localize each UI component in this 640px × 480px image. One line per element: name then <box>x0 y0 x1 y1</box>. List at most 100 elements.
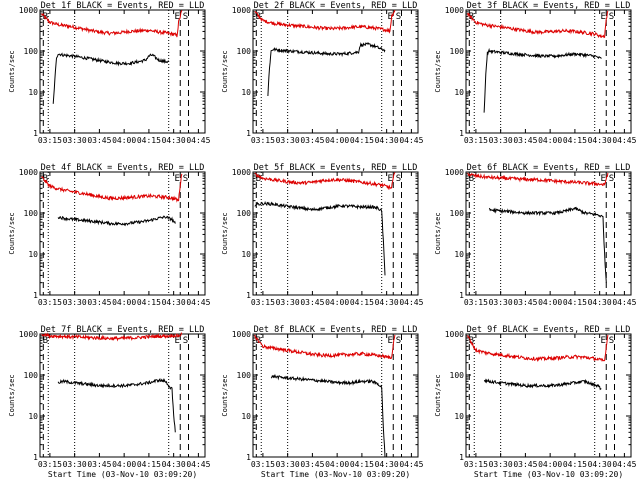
x-tick-label: 03:45 <box>87 136 111 145</box>
y-tick-label: 1 <box>459 291 464 300</box>
y-axis-label: Counts/sec <box>8 374 16 416</box>
y-tick-label: 10 <box>28 412 38 421</box>
y-tick-label: 1000 <box>445 168 464 177</box>
y-axis-label: Counts/sec <box>434 212 442 254</box>
x-tick-label: 03:30 <box>276 460 300 469</box>
lld-series-line <box>467 10 609 39</box>
y-tick-label: 10 <box>454 88 464 97</box>
y-tick-label: 1 <box>459 129 464 138</box>
start-marker-label: B <box>469 174 474 184</box>
x-tick-label: 04:15 <box>350 298 374 307</box>
panel-title: Det 3f BLACK = Events, RED = LLD <box>467 1 631 11</box>
x-tick-label: 04:45 <box>399 460 423 469</box>
x-tick-label: 04:30 <box>375 460 399 469</box>
x-tick-label: 03:45 <box>87 298 111 307</box>
x-tick-label: 04:30 <box>162 298 186 307</box>
x-tick-label: 04:00 <box>325 460 349 469</box>
plot-frame <box>465 171 632 296</box>
y-axis-label: Counts/sec <box>8 50 16 92</box>
y-tick-label: 1 <box>246 291 251 300</box>
panel-title: Det 2f BLACK = Events, RED = LLD <box>254 1 418 11</box>
x-tick-label: 04:30 <box>162 460 186 469</box>
panel-7: Det 7f BLACK = Events, RED = LLD 1 10 100 10… <box>8 325 211 479</box>
y-tick-label: 1000 <box>232 168 251 177</box>
x-tick-label: 03:45 <box>513 460 537 469</box>
x-tick-label: 04:00 <box>325 136 349 145</box>
panel-title: Det 6f BLACK = Events, RED = LLD <box>467 163 631 173</box>
x-tick-label: 04:30 <box>588 136 612 145</box>
panel-2: Det 2f BLACK = Events, RED = LLD 1 10 100 10… <box>221 1 424 145</box>
x-tick-label: 04:45 <box>612 136 636 145</box>
events-series-line <box>57 215 176 227</box>
x-tick-label: 04:15 <box>137 298 161 307</box>
y-tick-label: 1000 <box>445 6 464 15</box>
x-tick-label: 03:45 <box>300 298 324 307</box>
x-tick-label: 04:45 <box>612 298 636 307</box>
end-marker-label: E <box>601 174 606 184</box>
x-tick-label: 04:00 <box>538 460 562 469</box>
x-tick-label: 04:45 <box>399 136 423 145</box>
end-marker-label: S <box>183 336 188 346</box>
lld-series-line <box>254 334 396 360</box>
lld-series-line <box>467 172 609 187</box>
y-tick-label: 10 <box>454 250 464 259</box>
end-marker-label: E <box>175 12 180 22</box>
x-tick-label: 04:15 <box>563 136 587 145</box>
y-tick-label: 1000 <box>445 330 464 339</box>
end-marker-label: S <box>396 12 401 22</box>
x-tick-label: 03:30 <box>276 298 300 307</box>
events-series-line <box>267 42 386 97</box>
x-tick-label: 03:30 <box>63 460 87 469</box>
start-marker-label: B <box>43 336 48 346</box>
x-tick-label: 04:00 <box>112 298 136 307</box>
x-tick-label: 04:15 <box>563 298 587 307</box>
x-tick-label: 03:15 <box>38 460 62 469</box>
x-tick-label: 04:15 <box>137 460 161 469</box>
y-tick-label: 100 <box>450 47 465 56</box>
y-tick-label: 100 <box>24 209 39 218</box>
x-tick-label: 04:15 <box>350 136 374 145</box>
x-tick-label: 04:30 <box>375 136 399 145</box>
y-tick-label: 1000 <box>19 168 38 177</box>
x-tick-label: 04:00 <box>112 136 136 145</box>
plot-frame <box>252 333 419 458</box>
y-tick-label: 100 <box>24 371 39 380</box>
y-tick-label: 1 <box>459 453 464 462</box>
y-tick-label: 10 <box>454 412 464 421</box>
x-tick-label: 04:15 <box>350 460 374 469</box>
panel-title: Det 7f BLACK = Events, RED = LLD <box>41 325 205 335</box>
x-axis-label: Start Time (03-Nov-10 03:09:20) <box>474 470 623 479</box>
panel-4: Det 4f BLACK = Events, RED = LLD 1 10 100 10… <box>8 163 211 307</box>
end-marker-label: E <box>175 174 180 184</box>
x-tick-label: 03:15 <box>38 136 62 145</box>
plot-frame <box>39 333 206 458</box>
y-tick-label: 1 <box>33 291 38 300</box>
events-series-line <box>254 200 386 276</box>
y-tick-label: 100 <box>450 371 465 380</box>
panel-title: Det 4f BLACK = Events, RED = LLD <box>41 163 205 173</box>
y-tick-label: 1 <box>246 453 251 462</box>
y-tick-label: 100 <box>237 371 252 380</box>
x-tick-label: 04:30 <box>162 136 186 145</box>
end-marker-label: E <box>601 12 606 22</box>
panel-9: Det 9f BLACK = Events, RED = LLD 1 10 100 10… <box>434 325 637 479</box>
y-tick-label: 100 <box>237 47 252 56</box>
y-tick-label: 1000 <box>232 6 251 15</box>
y-axis-label: Counts/sec <box>221 50 229 92</box>
y-tick-label: 1 <box>33 453 38 462</box>
end-marker-label: S <box>396 336 401 346</box>
x-tick-label: 04:00 <box>112 460 136 469</box>
x-axis-label: Start Time (03-Nov-10 03:09:20) <box>48 470 197 479</box>
x-tick-label: 04:15 <box>563 460 587 469</box>
y-axis-label: Counts/sec <box>434 50 442 92</box>
y-axis-label: Counts/sec <box>221 212 229 254</box>
y-tick-label: 100 <box>24 47 39 56</box>
end-marker-label: E <box>175 336 180 346</box>
y-tick-label: 1 <box>246 129 251 138</box>
panel-1: Det 1f BLACK = Events, RED = LLD 1 10 100 10… <box>8 1 211 145</box>
lld-series-line <box>467 334 609 363</box>
end-marker-label: E <box>388 174 393 184</box>
start-marker-label: B <box>469 336 474 346</box>
panel-title: Det 5f BLACK = Events, RED = LLD <box>254 163 418 173</box>
x-tick-label: 03:15 <box>251 460 275 469</box>
